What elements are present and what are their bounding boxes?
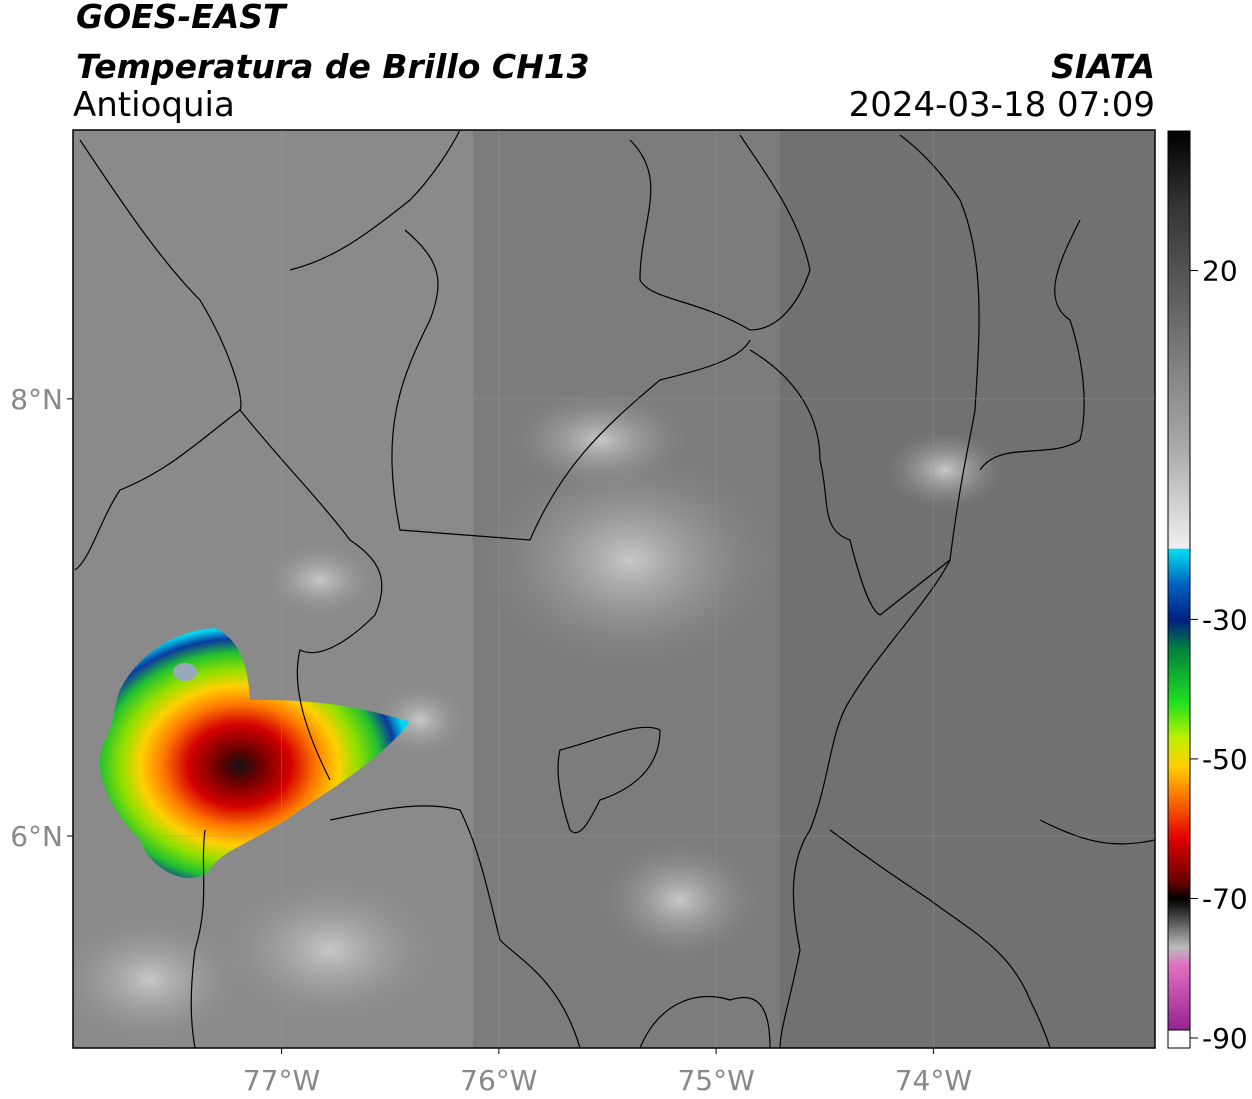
source-label: SIATA <box>1051 47 1155 86</box>
storm-cloud <box>99 628 411 879</box>
region-label: Antioquia <box>73 85 235 125</box>
lon-tick-label: 76°W <box>460 1064 537 1097</box>
colorbar <box>1168 131 1190 1038</box>
lon-tick-label: 74°W <box>895 1064 972 1097</box>
colorbar-frame <box>1167 130 1191 1049</box>
satellite-title: GOES-EAST <box>76 0 288 36</box>
colorbar-tick-label: 20 <box>1202 255 1238 288</box>
product-title: Temperatura de Brillo CH13 <box>76 47 590 86</box>
storm-hole <box>173 663 197 681</box>
lon-tick-label: 77°W <box>243 1064 320 1097</box>
colorbar-tick-label: -90 <box>1202 1022 1248 1055</box>
datetime-label: 2024-03-18 07:09 <box>849 85 1155 125</box>
lat-tick-label: 6°N <box>10 820 63 853</box>
map-frame <box>72 129 1156 1049</box>
colorbar-tick-label: -50 <box>1202 743 1248 776</box>
satellite-image <box>73 130 1155 1048</box>
lat-tick-label: 8°N <box>10 383 63 416</box>
colorbar-under <box>1167 1029 1191 1049</box>
lon-tick-label: 75°W <box>677 1064 754 1097</box>
colorbar-tick-label: -70 <box>1202 882 1248 915</box>
colorbar-tick-label: -30 <box>1202 603 1248 636</box>
borders <box>74 130 1155 1048</box>
